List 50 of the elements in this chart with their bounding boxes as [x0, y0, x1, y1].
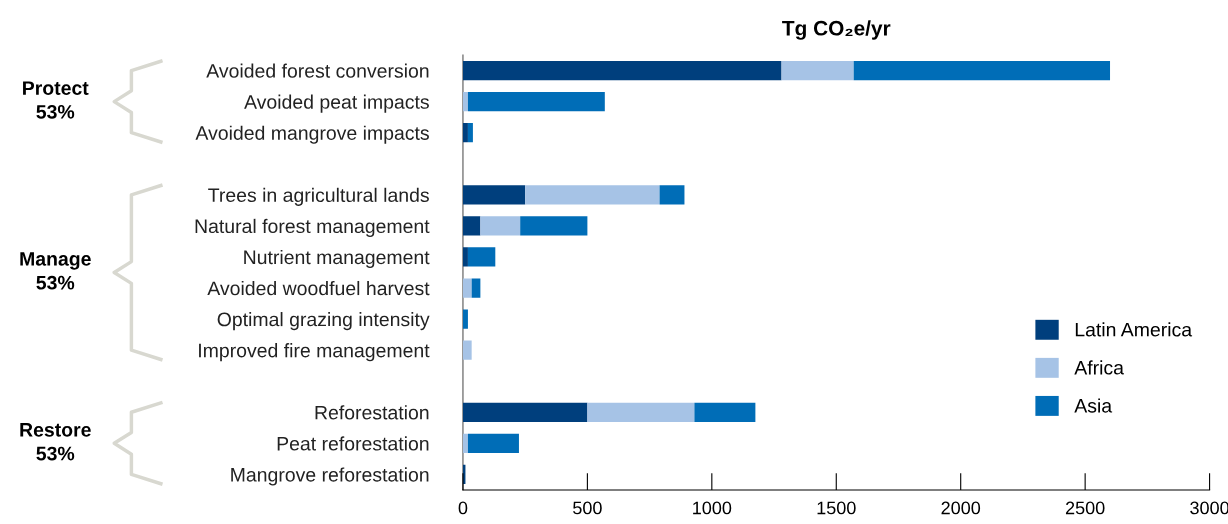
text: Protect 53% — [23, 81, 89, 119]
bar — [462, 123, 468, 143]
x-tick-label: 500 — [573, 501, 602, 515]
bar — [462, 309, 468, 329]
bar — [471, 278, 481, 298]
bar — [659, 185, 685, 205]
bar — [467, 247, 496, 267]
y-tick-label: Mangrove reforestation — [231, 467, 429, 486]
text: Manage 53% — [20, 252, 91, 290]
bar — [462, 340, 472, 360]
y-tick-label: Optimal grazing intensity — [217, 312, 430, 331]
bar — [462, 402, 588, 422]
bar — [520, 216, 588, 236]
bar — [462, 60, 782, 81]
x-tick-label: 1500 — [817, 501, 856, 515]
bar — [462, 278, 472, 298]
bar — [462, 185, 526, 205]
x-tick-label: 2000 — [941, 501, 981, 515]
x-tick-label: 2500 — [1065, 501, 1105, 515]
y-tick-label: Improved fire management — [199, 343, 430, 362]
y-tick-label: Avoided mangrove impacts — [195, 125, 429, 144]
bar — [462, 433, 468, 453]
bar — [694, 402, 756, 422]
bar — [587, 402, 695, 422]
y-tick-label: Peat reforestation — [277, 436, 429, 451]
x-axis-title: Tg CO₂e/yr — [782, 20, 891, 40]
y-tick-label: Reforestation — [315, 405, 429, 420]
y-tick-label: Avoided woodfuel harvest — [207, 280, 430, 296]
bar — [467, 123, 473, 143]
legend-label: Asia — [1074, 398, 1113, 413]
bar — [480, 216, 521, 236]
y-tick-label: Nutrient management — [244, 249, 430, 269]
y-tick-label: Natural forest management — [195, 218, 430, 237]
x-tick-label: 0 — [458, 501, 468, 515]
bar — [525, 185, 660, 205]
bar — [853, 60, 1111, 81]
y-tick-label: Trees in agricultural lands — [208, 187, 429, 206]
x-tick-label: 1000 — [693, 501, 732, 515]
y-tick-label: Avoided peat impacts — [244, 94, 429, 113]
bar — [467, 91, 605, 112]
bar — [462, 247, 468, 267]
x-tick-label: 3000 — [1190, 501, 1228, 515]
bar — [462, 91, 468, 112]
bar — [462, 216, 481, 236]
y-tick-label: Avoided forest conversion — [206, 63, 429, 78]
bar — [781, 60, 854, 81]
legend-label: Latin America — [1075, 322, 1193, 337]
text: Restore 53% — [20, 423, 91, 461]
legend-label: Africa — [1074, 360, 1124, 375]
bar — [467, 433, 519, 453]
